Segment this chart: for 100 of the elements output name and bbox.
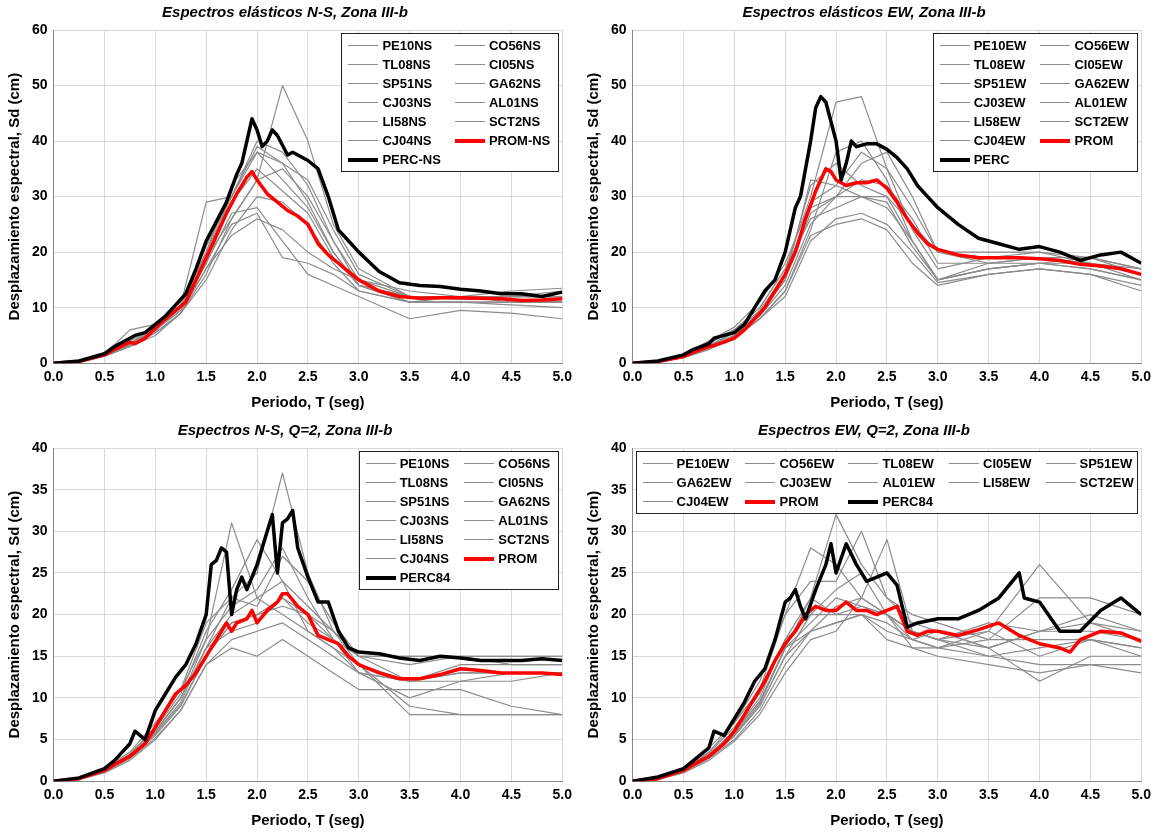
x-tick-label: 0.0 [43,786,64,803]
x-tick-label: 0.0 [622,368,643,385]
y-tick-label: 35 [31,480,48,497]
legend-label: CO56NS [488,37,541,55]
legend-label: PE10NS [399,455,450,473]
x-tick-label: 3.0 [928,786,948,803]
y-tick-label: 60 [610,20,627,37]
x-axis-title: Periodo, T (seg) [251,811,365,829]
y-tick-label: 10 [610,298,627,315]
y-tick-label: 15 [610,647,627,664]
y-tick-label: 60 [31,20,48,37]
y-tick-label: 10 [610,688,627,705]
y-tick-label: 30 [610,522,627,539]
x-tick-label: 1.0 [724,786,745,803]
legend-label: SCT2NS [488,113,541,131]
legend-label: CJ04EW [973,132,1026,150]
x-tick-label: 3.5 [399,786,420,803]
legend-label: PERC-NS [382,151,441,169]
y-axis-title: Desplazamiento espectral, Sd (cm) [5,72,23,321]
x-tick-label: 4.0 [1029,368,1050,385]
chart-title: Espectros elásticos N-S, Zona III-b [162,3,408,21]
x-tick-label: 5.0 [552,368,573,385]
legend-label: LI58NS [382,113,427,131]
x-tick-label: 2.0 [826,786,846,803]
x-tick-label: 0.5 [673,368,694,385]
y-tick-label: 5 [618,730,627,747]
legend-label: SP51EW [1079,455,1133,473]
x-tick-label: 4.0 [1029,786,1050,803]
x-tick-label: 0.5 [94,786,115,803]
y-tick-label: 40 [610,438,627,455]
x-tick-label: 1.0 [145,786,166,803]
legend-label: CI05NS [488,56,535,74]
y-tick-label: 10 [31,688,48,705]
x-tick-label: 5.0 [1131,786,1152,803]
x-tick-label: 1.0 [724,368,745,385]
y-tick-label: 30 [31,187,48,204]
legend-label: GA62NS [498,493,551,511]
y-axis-title: Desplazamiento espectral, Sd (cm) [5,490,23,739]
legend-label: GA62EW [676,474,732,492]
x-tick-label: 3.0 [349,786,369,803]
x-tick-label: 1.0 [145,368,166,385]
legend-label: CJ03NS [382,94,432,112]
legend-label: CJ03EW [973,94,1026,112]
x-tick-label: 2.0 [247,786,267,803]
x-tick-label: 3.5 [399,368,420,385]
y-tick-label: 0 [39,772,48,789]
x-tick-label: 3.5 [978,368,999,385]
legend-label: SCT2EW [1074,113,1129,131]
y-tick-label: 30 [31,522,48,539]
legend-label: LI58EW [983,474,1031,492]
x-tick-label: 2.0 [826,368,846,385]
legend-label: AL01EW [1074,94,1128,112]
legend-label: CJ03EW [779,474,832,492]
x-tick-label: 4.5 [501,786,522,803]
legend-label: CJ04NS [382,132,432,150]
x-tick-label: 5.0 [552,786,573,803]
legend-label: PE10EW [973,37,1027,55]
x-tick-label: 0.5 [94,368,115,385]
legend-label: PROM-NS [488,132,551,150]
y-tick-label: 20 [610,242,627,259]
legend-label: TL08NS [382,56,431,74]
legend-label: CJ04EW [676,493,729,511]
legend-label: SP51EW [973,75,1027,93]
x-tick-label: 4.0 [450,368,471,385]
x-axis-title: Periodo, T (seg) [251,393,365,411]
x-tick-label: 1.5 [196,786,217,803]
x-tick-label: 4.5 [1080,368,1101,385]
y-tick-label: 50 [610,76,627,93]
y-tick-label: 40 [610,131,627,148]
legend-label: TL08EW [882,455,934,473]
y-tick-label: 20 [610,605,627,622]
legend-label: CI05EW [983,455,1032,473]
legend-label: PERC84 [399,569,451,587]
y-tick-label: 0 [618,772,627,789]
y-tick-label: 0 [39,354,48,371]
legend-label: GA62NS [488,75,541,93]
y-tick-label: 15 [31,647,48,664]
y-tick-label: 30 [610,187,627,204]
legend-label: GA62EW [1074,75,1130,93]
x-axis-title: Periodo, T (seg) [830,811,944,829]
x-tick-label: 4.0 [450,786,471,803]
legend-label: AL01EW [882,474,936,492]
x-tick-label: 2.5 [298,786,318,803]
x-tick-label: 2.5 [877,786,897,803]
legend-label: AL01NS [498,512,549,530]
chart-title: Espectros elásticos EW, Zona III-b [742,3,986,21]
x-tick-label: 0.5 [673,786,694,803]
y-tick-label: 25 [31,563,48,580]
y-tick-label: 35 [610,480,627,497]
x-tick-label: 0.0 [43,368,64,385]
y-axis-title: Desplazamiento espectral, Sd (cm) [584,72,602,321]
x-tick-label: 2.0 [247,368,267,385]
y-tick-label: 20 [31,605,48,622]
x-tick-label: 3.5 [978,786,999,803]
legend-label: PERC [973,151,1010,169]
y-tick-label: 40 [31,438,48,455]
x-tick-label: 4.5 [1080,786,1101,803]
legend-label: PE10EW [676,455,730,473]
legend-label: PROM [498,550,538,568]
legend-label: SP51NS [382,75,433,93]
